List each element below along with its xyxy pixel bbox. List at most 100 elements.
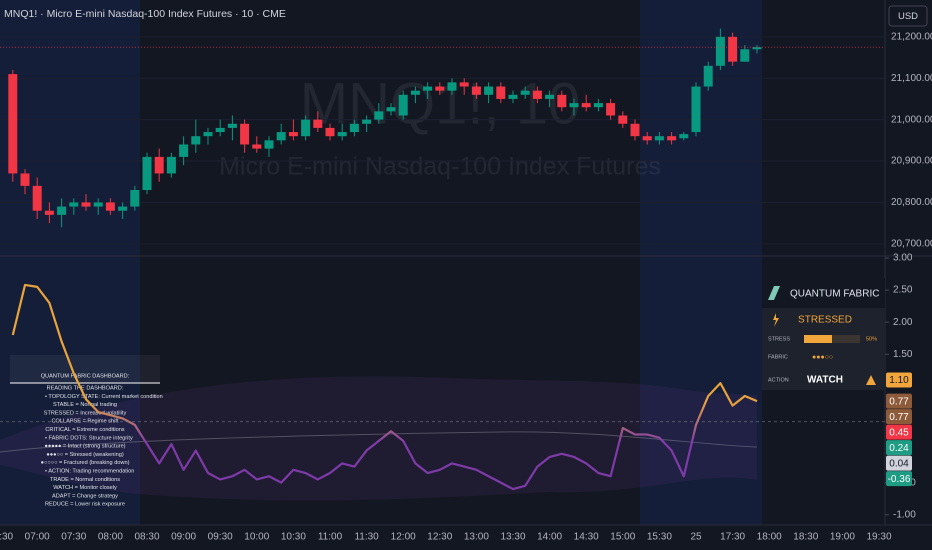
candle-body bbox=[679, 134, 689, 139]
x-tick-label: 09:30 bbox=[208, 532, 233, 543]
candle-body bbox=[44, 210, 54, 215]
candle-body bbox=[410, 90, 420, 95]
candle-body bbox=[81, 202, 91, 207]
x-tick-label: 09:00 bbox=[171, 532, 196, 543]
dashboard-header bbox=[10, 355, 160, 383]
candle-body bbox=[496, 86, 506, 99]
candle-body bbox=[569, 103, 579, 108]
volatility-band bbox=[0, 376, 757, 501]
value-badge-label: -0.36 bbox=[888, 474, 911, 485]
panel-icon bbox=[768, 286, 780, 300]
candle-body bbox=[301, 119, 311, 137]
candle-body bbox=[32, 185, 42, 211]
candle-body bbox=[715, 36, 725, 66]
x-tick-label: 07:30 bbox=[61, 532, 86, 543]
candle-body bbox=[447, 82, 457, 91]
y-tick-label: 2.00 bbox=[893, 317, 913, 328]
candle-body bbox=[276, 132, 286, 141]
candle-body bbox=[606, 103, 616, 116]
candle-body bbox=[20, 173, 30, 186]
candle-body bbox=[57, 206, 67, 215]
session-shade bbox=[0, 0, 140, 525]
dashboard-title: QUANTUM FABRIC DASHBOARD: bbox=[41, 373, 130, 379]
x-tick-label: 19:00 bbox=[830, 532, 855, 543]
dashboard-line: REDUCE = Lower risk exposure bbox=[45, 502, 125, 508]
candle-body bbox=[545, 94, 555, 99]
x-tick-label: 08:30 bbox=[134, 532, 159, 543]
value-badge bbox=[886, 424, 912, 440]
candle-body bbox=[508, 94, 518, 99]
y-tick-label: 21,200.00 bbox=[891, 31, 932, 42]
x-tick-label: 13:30 bbox=[500, 532, 525, 543]
candle-body bbox=[691, 86, 701, 133]
y-tick-label: 3.00 bbox=[893, 253, 913, 264]
candle-body bbox=[374, 111, 384, 120]
candle-body bbox=[752, 47, 762, 50]
candle-body bbox=[618, 115, 628, 124]
candle-body bbox=[654, 136, 664, 141]
y-tick-label: 1.50 bbox=[893, 349, 913, 360]
state-icon bbox=[773, 313, 779, 327]
candle-body bbox=[118, 206, 128, 211]
indicator-line bbox=[11, 283, 758, 491]
candle-body bbox=[423, 86, 433, 91]
fabric-label: FABRIC bbox=[768, 354, 788, 360]
dashboard-line: STABLE = Normal trading bbox=[53, 402, 117, 408]
value-badge bbox=[886, 440, 912, 456]
panel-state: STRESSED bbox=[798, 315, 852, 326]
value-badge bbox=[886, 471, 912, 487]
candle-body bbox=[520, 90, 530, 95]
x-tick-label: 13:00 bbox=[464, 532, 489, 543]
x-tick-label: 15:30 bbox=[647, 532, 672, 543]
value-badge bbox=[886, 455, 912, 471]
candle-body bbox=[459, 82, 469, 87]
candle-body bbox=[337, 132, 347, 137]
candle-body bbox=[557, 94, 567, 108]
candle-body bbox=[227, 123, 237, 128]
value-badge bbox=[886, 372, 912, 388]
y-tick-label: -1.00 bbox=[893, 509, 916, 520]
currency-button[interactable] bbox=[888, 5, 928, 27]
candle-body bbox=[593, 103, 603, 108]
panel-header bbox=[762, 278, 885, 308]
dashboard-line: CRITICAL = Extreme conditions bbox=[45, 427, 124, 433]
x-tick-label: 10:30 bbox=[281, 532, 306, 543]
dashboard-line: READING THE DASHBOARD: bbox=[47, 385, 124, 391]
value-badge-label: 0.24 bbox=[889, 443, 909, 454]
y-tick-label: 21,000.00 bbox=[891, 114, 932, 125]
dashboard-line: • TOPOLOGY STATE: Current market conditi… bbox=[45, 394, 163, 400]
x-tick-label: 06:30 bbox=[0, 532, 14, 543]
dashboard-line: WATCH = Monitor closely bbox=[53, 485, 117, 491]
candle-body bbox=[642, 136, 652, 141]
candle-body bbox=[630, 123, 640, 137]
x-tick-label: 18:30 bbox=[793, 532, 818, 543]
x-tick-label: 11:30 bbox=[354, 532, 379, 543]
y-tick-label: 20,800.00 bbox=[891, 197, 932, 208]
value-badge-label: 0.04 bbox=[889, 458, 909, 469]
candle-body bbox=[435, 86, 445, 91]
fabric-dots: ●●●○○ bbox=[812, 354, 833, 361]
candle-body bbox=[667, 136, 677, 141]
y-tick-label: 2.50 bbox=[893, 285, 913, 296]
x-tick-label: 15:00 bbox=[610, 532, 635, 543]
x-tick-label: 19:30 bbox=[866, 532, 891, 543]
y-tick-label: 20,700.00 bbox=[891, 238, 932, 249]
dashboard-line: TRADE = Normal conditions bbox=[50, 477, 120, 483]
stress-value: 50% bbox=[866, 336, 877, 342]
value-badge bbox=[886, 409, 912, 425]
x-tick-label: 14:30 bbox=[574, 532, 599, 543]
candle-body bbox=[215, 127, 225, 133]
action-label: ACTION bbox=[768, 377, 789, 383]
x-tick-label: 11:00 bbox=[318, 532, 343, 543]
candle-body bbox=[179, 144, 189, 157]
candle-body bbox=[313, 119, 323, 128]
candle-body bbox=[581, 103, 591, 108]
candle-body bbox=[252, 144, 262, 149]
candle-body bbox=[142, 156, 152, 191]
currency[interactable]: USD bbox=[898, 11, 918, 22]
value-badge-label: 0.77 bbox=[889, 396, 909, 407]
candle-body bbox=[484, 86, 494, 95]
stress-fill bbox=[804, 335, 832, 343]
dashboard-line: ●●●●● = Intact (strong structure) bbox=[44, 444, 125, 450]
x-tick-label: 10:00 bbox=[244, 532, 269, 543]
